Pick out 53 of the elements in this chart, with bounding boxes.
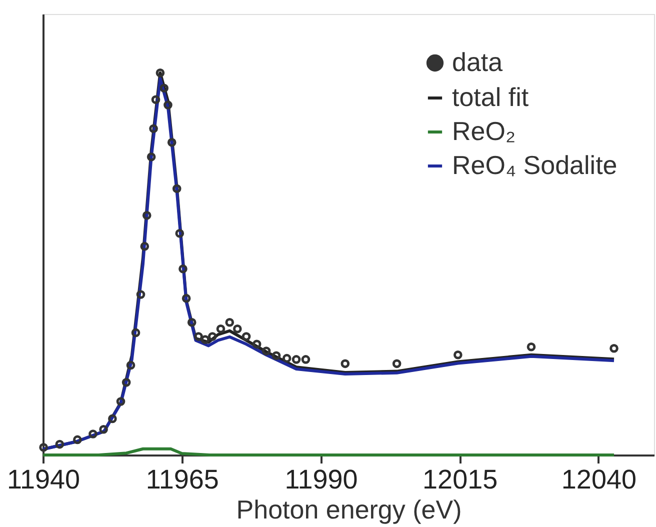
legend-label: total fit [452,82,530,112]
point [136,290,146,299]
point [172,184,182,194]
point [140,242,150,251]
point [272,351,281,360]
point [167,138,176,147]
point [39,442,48,452]
x-tick-label: 11965 [146,464,219,494]
point [200,335,210,344]
point [225,318,234,327]
point [126,360,136,370]
point [216,324,226,334]
point [122,378,131,387]
point [178,264,188,274]
point [340,359,350,368]
point [262,346,271,356]
x-axis-title: Photon energy (eV) [236,494,462,524]
point [151,95,160,104]
point [194,332,203,341]
point [131,328,140,338]
point [182,294,191,303]
point [292,355,301,364]
point [454,350,462,360]
point [73,435,82,444]
point [301,355,310,364]
point [142,210,152,220]
point [252,340,262,349]
x-tick-label: 12015 [422,464,498,494]
point [160,84,168,93]
point [242,332,251,341]
point [175,228,184,238]
point [282,354,292,363]
legend-label: data [452,47,504,77]
point [99,424,108,434]
x-tick-label: 11990 [284,464,358,494]
point [108,414,117,424]
point [55,440,64,449]
point [392,359,402,368]
point [146,152,156,162]
point [149,124,158,134]
point [88,430,98,438]
point [526,342,536,352]
point [232,324,242,334]
x-tick-label: 11940 [6,464,80,494]
legend-label: ReO₄ Sodalite [452,150,618,180]
point [164,100,172,110]
point [187,318,196,327]
point [208,332,217,341]
x-tick-label: 12040 [561,464,636,494]
point [156,68,165,78]
point [116,397,126,406]
point [610,344,618,353]
legend-label: ReO₂ [452,116,516,146]
